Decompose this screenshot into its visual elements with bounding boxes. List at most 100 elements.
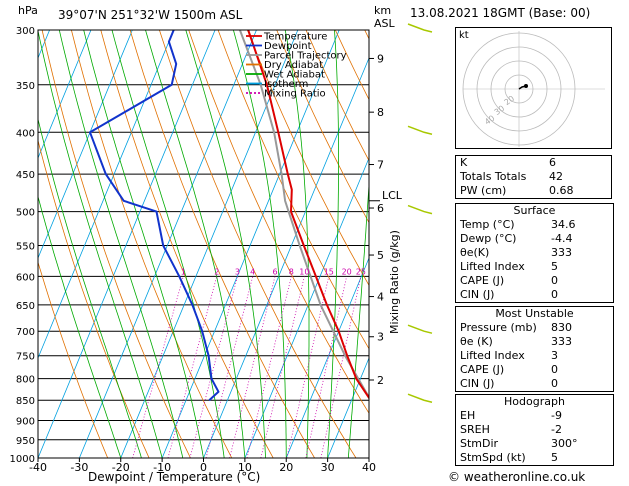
dry-adiabat-line (129, 30, 315, 458)
dewpoint-line (89, 30, 220, 401)
altitude-tick-label: 3 (377, 331, 384, 344)
table-row: EH -9 (456, 409, 613, 423)
row-value: 5 (551, 451, 558, 464)
dry-adiabat-line (41, 30, 191, 458)
altitude-tick-label: 2 (377, 374, 384, 387)
table-row: θe(K) 333 (456, 246, 613, 260)
mixing-ratio-line (305, 276, 348, 458)
legend-entry: Temperature (263, 32, 327, 43)
row-value: 300° (551, 437, 578, 450)
isotherm-line (327, 356, 369, 458)
row-label: StmDir (460, 437, 499, 450)
most-unstable-title: Most Unstable (495, 307, 574, 320)
mixing-ratio-line (189, 276, 238, 458)
wind-barb (407, 23, 433, 33)
mixing-ratio-line (167, 276, 218, 458)
mixing-ratio-line (246, 276, 292, 458)
wind-barb (407, 125, 433, 135)
row-label: CAPE (J) (460, 274, 505, 287)
legend-entry: Dewpoint (264, 41, 312, 52)
altitude-tick-label: 8 (377, 106, 384, 119)
pressure-tick-label: 1000 (10, 454, 35, 465)
row-value: 5 (551, 260, 558, 273)
surface-box: Surface Temp (°C) 34.6 Dewp (°C) -4.4 θe(K) 3… (455, 203, 614, 303)
isotherm-line (79, 30, 257, 458)
pressure-tick-label: 900 (16, 417, 35, 428)
table-row: θe (K) 333 (456, 335, 613, 349)
altitude-tick-label: 9 (377, 52, 384, 65)
mixing-ratio-line (205, 276, 254, 458)
temperature-tick-label: 20 (279, 461, 293, 474)
most-unstable-box: Most Unstable Pressure (mb) 830 θe (K) 333 L… (455, 306, 614, 392)
dry-adiabat-line (71, 30, 233, 458)
row-value: 6 (549, 156, 556, 169)
temperature-tick-label: -20 (112, 461, 130, 474)
wet-adiabat-line (38, 117, 142, 458)
dry-adiabat-line (38, 138, 150, 458)
wet-adiabat-line (185, 30, 266, 458)
altitude-tick-label: 4 (377, 291, 384, 304)
legend-entry: Wet Adiabat (264, 70, 325, 81)
row-label: CAPE (J) (460, 363, 505, 376)
hodograph-unit-label: kt (459, 30, 469, 41)
pressure-tick-label: 600 (16, 272, 35, 283)
wet-adiabat-line (284, 30, 310, 458)
pressure-tick-label: 350 (16, 81, 35, 92)
temperature-tick-label: 30 (321, 461, 335, 474)
row-value: 3 (551, 349, 558, 362)
altitude-tick-label: 5 (377, 249, 384, 262)
pressure-tick-label: 500 (16, 208, 35, 219)
row-label: CIN (J) (460, 377, 495, 390)
row-value: 830 (551, 321, 572, 334)
row-label: Lifted Index (460, 349, 525, 362)
mixing-ratio-label: 20 (342, 267, 352, 276)
wet-adiabat-line (38, 30, 163, 458)
legend-entry: Isotherm (264, 79, 308, 90)
mixing-ratio-label: 6 (272, 267, 277, 276)
pressure-tick-label: 950 (16, 436, 35, 447)
location-title: 39°07'N 251°32'W 1500m ASL (58, 8, 243, 22)
pressure-tick-label: 800 (16, 375, 35, 386)
mixing-ratio-label: 8 (289, 267, 294, 276)
table-row: StmDir 300° (456, 437, 613, 451)
table-row: CIN (J) 0 (456, 288, 613, 302)
row-value: 34.6 (551, 218, 576, 231)
datetime-title: 13.08.2021 18GMT (Base: 00) (410, 6, 591, 20)
row-value: 333 (551, 246, 572, 259)
mixing-ratio-label: 4 (250, 267, 255, 276)
table-row: Totals Totals 42 (456, 170, 612, 184)
dry-adiabat-line (38, 260, 109, 458)
row-label: K (460, 156, 468, 169)
row-label: θe(K) (460, 246, 490, 259)
wet-adiabat-line (347, 178, 369, 458)
wet-adiabat-line (327, 30, 340, 458)
wind-barb (407, 204, 433, 215)
row-label: CIN (J) (460, 288, 495, 301)
pressure-tick-label: 300 (16, 26, 35, 37)
row-label: Temp (°C) (460, 218, 515, 231)
legend-entry: Dry Adiabat (264, 60, 323, 71)
row-value: 0 (551, 377, 558, 390)
wind-barb (407, 393, 433, 403)
isotherm-line (161, 30, 340, 458)
mixing-ratio-label: 2 (214, 267, 219, 276)
mixing-ratio-line (286, 276, 330, 458)
altitude-tick-label: 7 (377, 159, 384, 172)
surface-title: Surface (513, 204, 556, 217)
legend-entry: Parcel Trajectory (264, 51, 347, 62)
wet-adiabat-line (38, 195, 122, 458)
mixing-ratio-line (320, 276, 362, 458)
temperature-tick-label: -40 (29, 461, 47, 474)
isotherm-line (38, 30, 216, 458)
isotherm-line (120, 30, 299, 458)
row-label: EH (460, 409, 476, 422)
isotherm-line (285, 256, 369, 458)
row-value: 333 (551, 335, 572, 348)
mixing-ratio-label: 10 (299, 267, 309, 276)
isotherm-line (38, 30, 92, 160)
temperature-tick-label: -30 (70, 461, 88, 474)
parcel-trajectory-line (238, 30, 369, 400)
mixing-ratio-line (229, 276, 276, 458)
